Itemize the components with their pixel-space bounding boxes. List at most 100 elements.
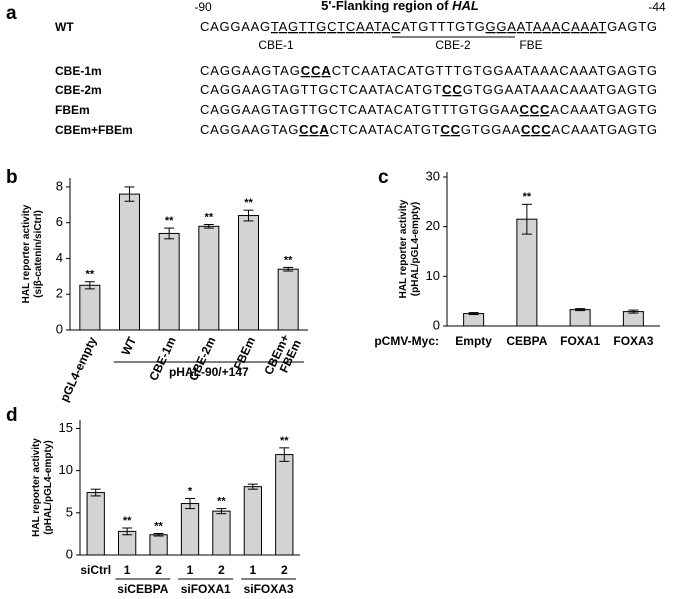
- bar: [569, 309, 591, 327]
- sequence-segment: GTGGAATAAACAAATGAGTG: [463, 82, 657, 97]
- sequence-segment: CCC: [521, 122, 551, 137]
- error-bar: [84, 281, 95, 290]
- y-tick-label: 4: [56, 250, 63, 265]
- bar: [463, 313, 485, 327]
- significance: **: [244, 197, 253, 209]
- error-bar: [216, 508, 227, 515]
- panel-letter: d: [6, 405, 18, 426]
- sequence: CAGGAAGTAGCCACTCAATACATGTTTGTGGAATAAACAA…: [200, 63, 657, 78]
- x-tick-label: 1: [250, 563, 257, 577]
- row-label: FBEm: [55, 103, 90, 117]
- position-start: -90: [194, 0, 212, 14]
- element-label: FBE: [519, 38, 542, 52]
- significance: **: [86, 269, 95, 281]
- error-bar: [468, 312, 479, 316]
- row-label: CBEm+FBEm: [55, 123, 133, 137]
- panel-title: 5'-Flanking region of HAL: [321, 0, 479, 13]
- group-label: pHAL-90/+147: [169, 365, 249, 379]
- sequence-segment: CTCAATACATGT: [330, 122, 440, 137]
- significance: **: [280, 435, 289, 447]
- element-label: CBE-1: [258, 38, 294, 52]
- error-bar: [628, 309, 639, 314]
- bar: [277, 268, 299, 331]
- error-bar: [122, 527, 133, 536]
- sequence-segment: GAGTG: [607, 19, 657, 34]
- sequence-segment: CCC: [520, 102, 551, 117]
- y-axis-label: HAL reporter activity(pHAL/pGL4-empty): [398, 199, 421, 298]
- significance: **: [523, 191, 532, 203]
- element-label: CBE-2: [435, 38, 471, 52]
- bar: [119, 193, 140, 331]
- x-tick-label: FOXA1: [560, 334, 600, 348]
- error-bar: [279, 447, 290, 462]
- sequence-segment: CAGGAAGTAGTTGCTCAATACATGT: [200, 82, 441, 97]
- significance: **: [165, 215, 174, 227]
- significance: **: [217, 496, 226, 508]
- error-bar: [521, 203, 532, 235]
- bar: [158, 232, 180, 331]
- error-bar: [243, 209, 254, 222]
- error-bar: [203, 223, 214, 229]
- sequence-segment: GGAATAAACAAAT: [486, 19, 607, 34]
- y-axis-label-line: (pHAL/pGL4-empty): [43, 440, 54, 534]
- sequence-segment: CAGGAAGTAG: [200, 63, 300, 78]
- x-tick-label: siCtrl: [80, 563, 111, 577]
- y-axis-label: HAL reporter activity(pHAL/pGL4-empty): [31, 438, 54, 537]
- position-end: -44: [648, 0, 666, 14]
- bar: [79, 284, 101, 331]
- sequence-segment: CCA: [299, 122, 329, 137]
- bar: [86, 492, 105, 556]
- y-tick-label: 0: [433, 317, 440, 332]
- significance: *: [188, 485, 193, 497]
- y-tick-label: 10: [426, 268, 440, 283]
- y-tick-label: 2: [56, 286, 63, 301]
- y-axis-label-line: (siβ-catenin/siCtrl): [33, 210, 44, 298]
- row-label: CBE-1m: [55, 64, 102, 78]
- sequence-segment: CTCAATACATGTTTGTGGAATAAACAAATGAGTG: [332, 63, 657, 78]
- error-bar: [575, 308, 586, 312]
- y-tick-label: 15: [59, 420, 73, 435]
- error-bar: [90, 488, 101, 497]
- bar: [180, 503, 200, 556]
- panel-letter: b: [6, 167, 18, 188]
- y-axis-label-line: HAL reporter activity: [398, 199, 409, 298]
- y-tick-label: 5: [66, 504, 73, 519]
- y-tick-label: 8: [56, 178, 63, 193]
- x-tick-label: FOXA3: [613, 334, 653, 348]
- sequence: CAGGAAGTAGTTGCTCAATACATGTCCGTGGAATAAACAA…: [200, 82, 657, 97]
- error-bar: [153, 532, 164, 537]
- x-tick-label: CEBPA: [506, 334, 547, 348]
- y-tick-label: 20: [426, 218, 440, 233]
- y-tick-label: 10: [59, 462, 73, 477]
- bar: [516, 218, 538, 327]
- error-bar: [185, 497, 195, 510]
- error-bar: [283, 266, 294, 272]
- sequence-segment: GTGGAA: [461, 122, 521, 137]
- panel-letter: c: [378, 167, 389, 188]
- x-tick-label: 1: [187, 563, 194, 577]
- bar: [622, 311, 644, 327]
- sequence: CAGGAAGTAGTTGCTCAATACATGTTTGTGGAACCCACAA…: [200, 102, 657, 117]
- bar: [212, 510, 231, 556]
- y-axis-label-line: (pHAL/pGL4-empty): [410, 202, 421, 296]
- sequence: CAGGAAGTAGTTGCTCAATACATGTTTGTGGGAATAAACA…: [200, 19, 657, 34]
- group-label: siFOXA1: [181, 582, 231, 596]
- bar: [243, 486, 262, 556]
- panel-letter: a: [6, 3, 17, 24]
- title-gene: HAL: [452, 0, 479, 13]
- x-tick-label: CBEm+FBEm: [261, 332, 304, 382]
- row-label: CBE-2m: [55, 83, 102, 97]
- group-label: siCEBPA: [117, 582, 168, 596]
- sequence: CAGGAAGTAGCCACTCAATACATGTCCGTGGAACCCACAA…: [200, 122, 657, 137]
- bar: [198, 225, 220, 331]
- bar: [275, 454, 294, 556]
- y-tick-label: 30: [426, 168, 440, 183]
- sequence-segment: ATGTTTGTG: [401, 19, 485, 34]
- sequence-segment: CAGGAAGTAGTTGCTCAATACATGTTTGTGGAA: [200, 102, 519, 117]
- sequence-segment: ACAAATGAGTG: [550, 102, 657, 117]
- bar: [149, 534, 168, 556]
- x-tick-label: 2: [218, 563, 225, 577]
- sequence-segment: CC: [440, 122, 460, 137]
- x-tick-label: 2: [155, 563, 162, 577]
- y-tick-label: 0: [66, 546, 73, 561]
